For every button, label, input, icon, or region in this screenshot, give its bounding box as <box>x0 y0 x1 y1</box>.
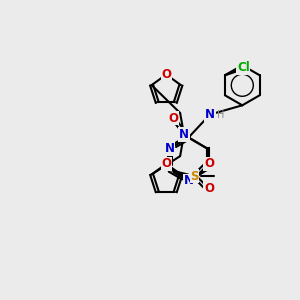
Text: S: S <box>190 169 199 183</box>
Text: O: O <box>204 157 214 170</box>
Text: O: O <box>204 182 214 195</box>
Text: N: N <box>179 128 189 141</box>
Text: O: O <box>161 157 171 170</box>
Text: H: H <box>217 110 224 119</box>
Text: Cl: Cl <box>237 61 250 74</box>
Text: N: N <box>165 142 175 155</box>
Text: N: N <box>183 174 194 187</box>
Text: O: O <box>161 68 171 81</box>
Text: N: N <box>205 108 215 121</box>
Text: O: O <box>168 112 178 125</box>
